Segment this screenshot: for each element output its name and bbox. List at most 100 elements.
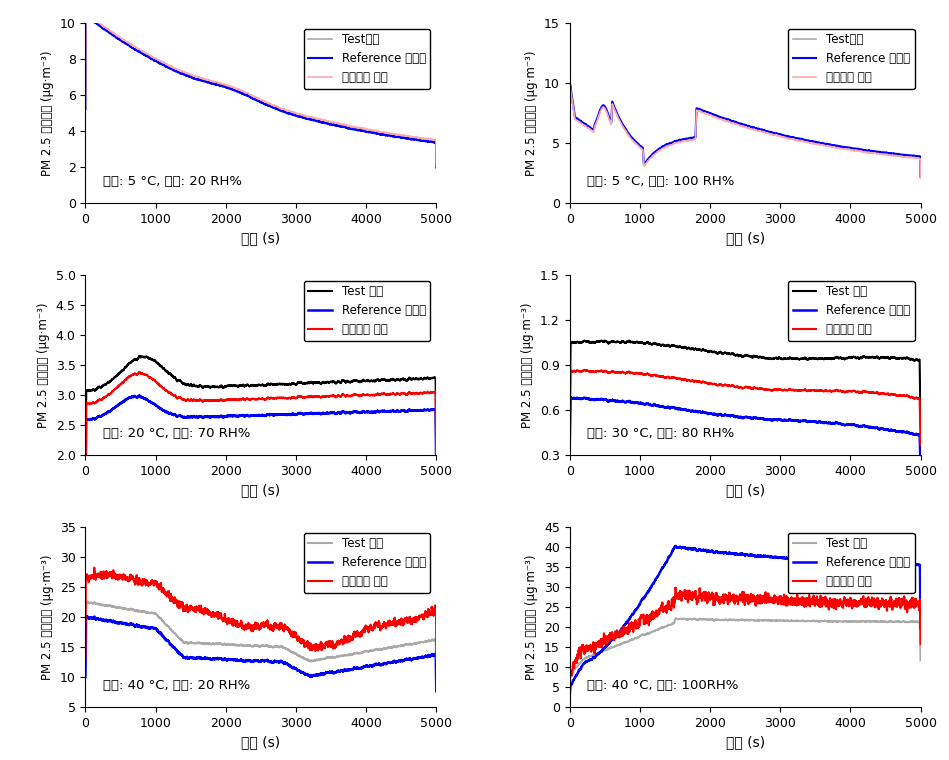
알고리즘 적용: [670, 583, 681, 592]
Reference 측정기: [308, 671, 320, 680]
Test 셀서: [564, 416, 575, 426]
X-axis label: 시간 (s): 시간 (s): [726, 231, 765, 245]
Test셀서: [80, 9, 91, 18]
Reference 측정기: [564, 692, 575, 701]
Test셀서: [342, 122, 353, 131]
알고리즘 적용: [80, 654, 91, 663]
Reference 측정기: [564, 444, 575, 453]
Test 셀서: [915, 420, 926, 429]
Test 셀서: [290, 649, 302, 658]
알고리즘 적용: [565, 82, 576, 91]
알고리즘 적용: [308, 641, 320, 651]
Line: Reference 측정기: Reference 측정기: [85, 395, 437, 497]
Reference 측정기: [826, 419, 837, 428]
Y-axis label: PM 2.5 질량농도 (μg·m⁻³): PM 2.5 질량농도 (μg·m⁻³): [37, 302, 50, 428]
Test 셀서: [431, 679, 442, 688]
Test 셀서: [579, 336, 590, 345]
Reference 측정기: [431, 163, 442, 172]
알고리즘 적용: [627, 369, 639, 378]
Test셀서: [143, 51, 155, 60]
알고리즘 적용: [698, 590, 710, 599]
Reference 측정기: [698, 407, 710, 416]
알고리즘 적용: [80, 485, 91, 494]
알고리즘 적용: [214, 396, 225, 405]
Reference 측정기: [290, 111, 302, 120]
Test셀서: [915, 173, 926, 182]
Test 셀서: [431, 463, 442, 472]
Line: Reference 측정기: Reference 측정기: [569, 397, 921, 464]
Y-axis label: PM 2.5 질량농도 (μg·m⁻³): PM 2.5 질량농도 (μg·m⁻³): [526, 50, 538, 176]
Test 셀서: [826, 354, 837, 363]
Reference 측정기: [143, 623, 155, 632]
Test 셀서: [214, 639, 225, 648]
알고리즘 적용: [290, 109, 302, 118]
Test셀서: [627, 136, 639, 145]
Reference 측정기: [368, 128, 380, 138]
Reference 측정기: [290, 663, 302, 673]
Test 셀서: [342, 651, 353, 660]
Reference 측정기: [774, 553, 786, 562]
알고리즘 적용: [852, 388, 864, 397]
Test셀서: [80, 103, 91, 112]
Reference 측정기: [627, 135, 639, 144]
X-axis label: 시간 (s): 시간 (s): [241, 483, 280, 497]
Reference 측정기: [431, 687, 442, 696]
Reference 측정기: [852, 144, 864, 154]
Reference 측정기: [698, 546, 710, 555]
Test 셀서: [627, 338, 639, 347]
Legend: Test 셀서, Reference 측정기, 알고리즘 적용: Test 셀서, Reference 측정기, 알고리즘 적용: [304, 533, 431, 593]
알고리즘 적용: [431, 470, 442, 480]
알고리즘 적용: [214, 78, 225, 87]
Test 셀서: [670, 613, 681, 622]
알고리즘 적용: [290, 394, 302, 403]
Test셀서: [852, 145, 864, 154]
알고리즘 적용: [564, 431, 575, 440]
Line: 알고리즘 적용: 알고리즘 적용: [85, 568, 437, 660]
Reference 측정기: [80, 673, 91, 682]
Text: 온도: 5 °C, 습도: 100 RH%: 온도: 5 °C, 습도: 100 RH%: [587, 176, 735, 188]
Test 셀서: [698, 615, 710, 624]
Test 셀서: [143, 608, 155, 617]
Text: 온도: 40 °C, 습도: 100RH%: 온도: 40 °C, 습도: 100RH%: [587, 679, 738, 692]
Reference 측정기: [143, 397, 155, 407]
알고리즘 적용: [826, 387, 837, 396]
알고리즘 적용: [143, 578, 155, 587]
알고리즘 적용: [564, 139, 575, 148]
X-axis label: 시간 (s): 시간 (s): [726, 735, 765, 749]
Reference 측정기: [579, 393, 590, 402]
Test 셀서: [82, 597, 93, 606]
Line: Reference 측정기: Reference 측정기: [85, 616, 437, 692]
Reference 측정기: [80, 11, 91, 20]
Reference 측정기: [214, 654, 225, 663]
Line: Test 셀서: Test 셀서: [85, 356, 437, 483]
Test 셀서: [80, 478, 91, 487]
Test셀서: [308, 114, 320, 123]
알고리즘 적용: [627, 137, 639, 146]
Reference 측정기: [915, 172, 926, 181]
Reference 측정기: [342, 123, 353, 132]
Reference 측정기: [852, 558, 864, 567]
Legend: Test 셀서, Reference 측정기, 알고리즘 적용: Test 셀서, Reference 측정기, 알고리즘 적용: [788, 533, 915, 593]
Test 셀서: [852, 617, 864, 626]
Test 셀서: [915, 656, 926, 665]
알고리즘 적용: [134, 367, 145, 376]
Reference 측정기: [82, 612, 93, 621]
Reference 측정기: [308, 409, 320, 418]
Reference 측정기: [698, 106, 710, 116]
Test 셀서: [792, 616, 804, 625]
Line: 알고리즘 적용: 알고리즘 적용: [85, 372, 437, 489]
Line: 알고리즘 적용: 알고리즘 적용: [569, 587, 921, 691]
Reference 측정기: [792, 134, 804, 143]
Reference 측정기: [80, 492, 91, 502]
알고리즘 적용: [915, 173, 926, 182]
Test 셀서: [774, 353, 786, 363]
Test셀서: [826, 142, 837, 151]
Test셀서: [774, 131, 786, 140]
Legend: Test 셀서, Reference 측정기, 알고리즘 적용: Test 셀서, Reference 측정기, 알고리즘 적용: [788, 280, 915, 341]
Reference 측정기: [565, 80, 576, 89]
Reference 측정기: [826, 557, 837, 566]
알고리즘 적용: [308, 392, 320, 401]
알고리즘 적용: [826, 599, 837, 608]
Reference 측정기: [134, 391, 145, 400]
Test 셀서: [627, 635, 639, 644]
